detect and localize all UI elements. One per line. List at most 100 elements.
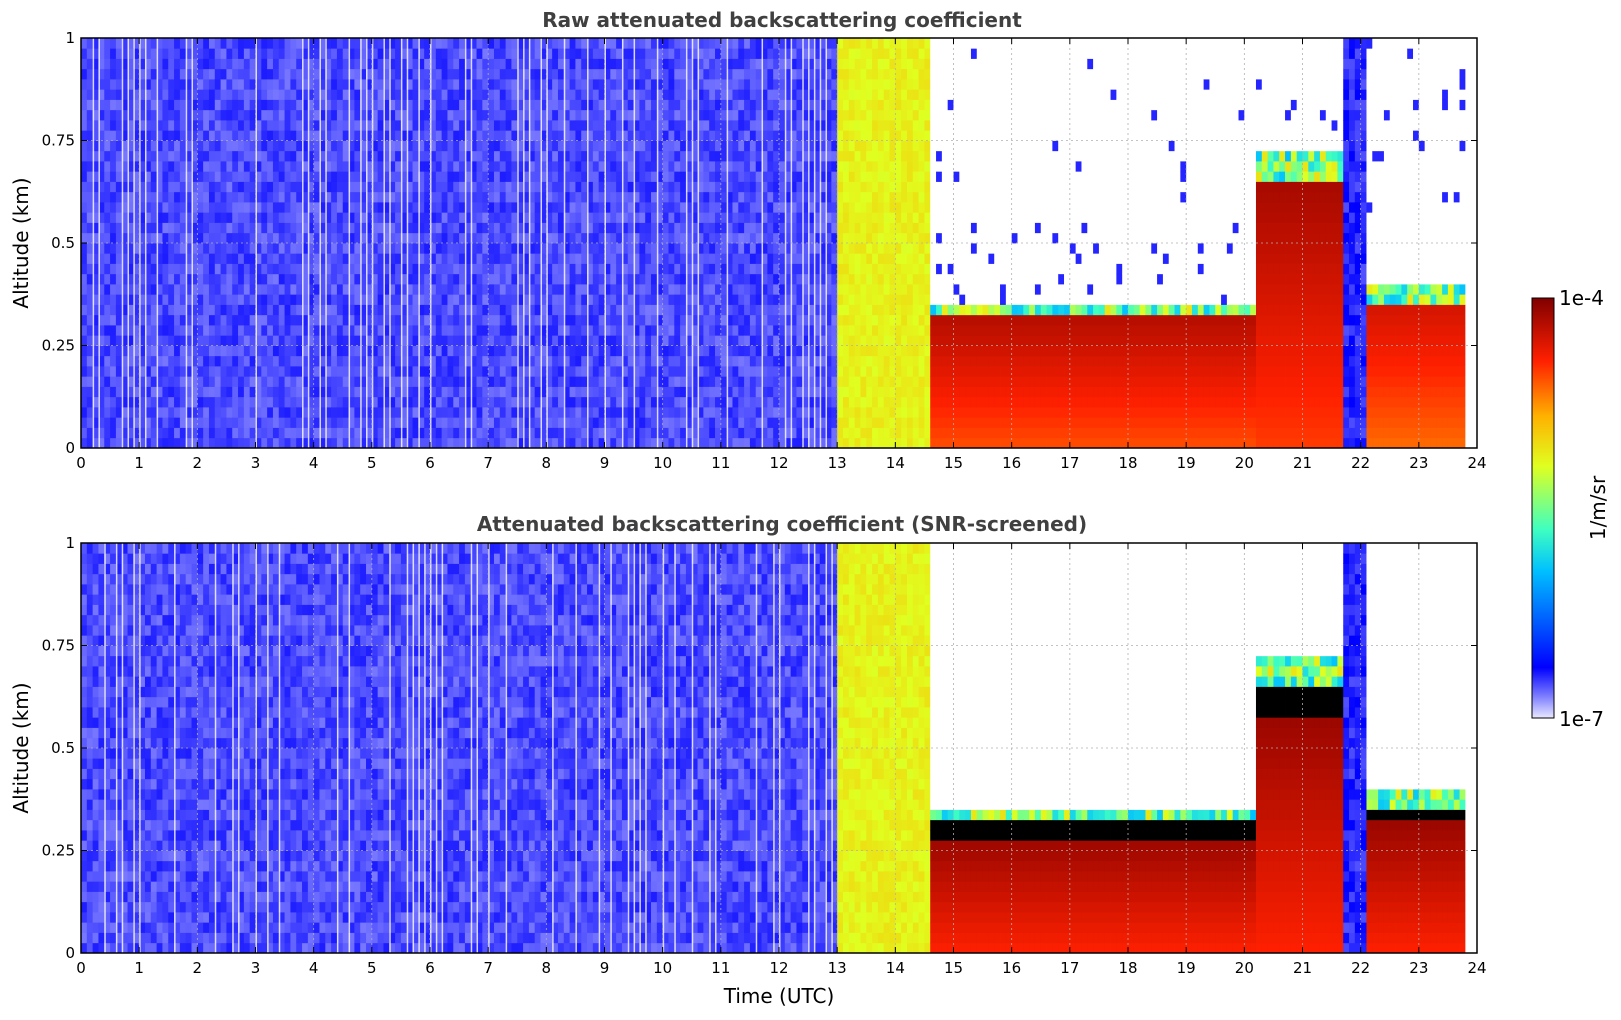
- heatmap-cell: [784, 376, 792, 387]
- heatmap-cell: [645, 109, 652, 121]
- heatmap-cell: [674, 191, 681, 203]
- heatmap-cell: [307, 366, 315, 377]
- heatmap-cell: [674, 253, 681, 264]
- heatmap-cell: [366, 325, 373, 336]
- heatmap-cell: [493, 161, 501, 172]
- heatmap-cell: [144, 140, 152, 152]
- heatmap-cell: [459, 314, 466, 326]
- heatmap-cell: [715, 396, 722, 408]
- heatmap-cell: [331, 314, 338, 326]
- heatmap-cell: [738, 232, 745, 244]
- heatmap-cell: [313, 109, 320, 121]
- heatmap-cell: [208, 181, 216, 193]
- heatmap-cell: [208, 161, 216, 172]
- heatmap-cell: [441, 99, 448, 111]
- heatmap-cell: [214, 191, 221, 203]
- heatmap-cell: [191, 376, 198, 387]
- heatmap-cell: [575, 396, 582, 408]
- heatmap-cell: [738, 407, 745, 418]
- heatmap-cell: [185, 284, 192, 295]
- heatmap-cell: [290, 263, 297, 275]
- heatmap-cell: [709, 150, 716, 162]
- heatmap-cell: [784, 243, 792, 254]
- heatmap-cell: [98, 345, 105, 357]
- heatmap-cell: [656, 79, 664, 90]
- heatmap-cell: [115, 89, 123, 100]
- heatmap-cell: [598, 376, 605, 387]
- heatmap-cell: [255, 396, 262, 408]
- heatmap-cell: [110, 150, 117, 162]
- heatmap-cell: [563, 38, 570, 49]
- heatmap-cell: [185, 171, 192, 182]
- heatmap-cell: [110, 294, 117, 305]
- heatmap-cell: [412, 335, 419, 346]
- heatmap-cell: [790, 325, 797, 336]
- heatmap-cell: [639, 437, 646, 449]
- heatmap-cell: [156, 232, 163, 244]
- heatmap-cell: [621, 140, 629, 152]
- heatmap-cell: [685, 314, 693, 326]
- heatmap-cell: [220, 294, 227, 305]
- heatmap-cell: [639, 38, 646, 49]
- heatmap-cell: [185, 48, 192, 59]
- heatmap-cell: [389, 263, 396, 275]
- heatmap-cell: [86, 140, 94, 152]
- heatmap-cell: [511, 284, 518, 295]
- heatmap-cell: [761, 48, 768, 59]
- heatmap-cell: [81, 99, 88, 111]
- heatmap-cell: [546, 284, 553, 295]
- heatmap-cell: [348, 386, 355, 398]
- heatmap-cell: [476, 58, 483, 70]
- heatmap-cell: [557, 161, 565, 172]
- heatmap-cell: [104, 294, 111, 305]
- heatmap-cell: [319, 68, 326, 80]
- heatmap-cell: [767, 120, 774, 131]
- heatmap-cell: [278, 325, 285, 336]
- heatmap-cell: [336, 366, 344, 377]
- heatmap-cell: [441, 120, 448, 131]
- heatmap-cell: [627, 58, 634, 70]
- heatmap-cell: [424, 109, 431, 121]
- heatmap-cell: [98, 171, 105, 182]
- heatmap-cell: [656, 120, 664, 131]
- heatmap-cell: [197, 294, 204, 305]
- heatmap-cell: [511, 273, 518, 285]
- heatmap-cell: [238, 294, 245, 305]
- heatmap-cell: [226, 181, 233, 193]
- heatmap-cell: [534, 161, 541, 172]
- heatmap-cell: [214, 58, 221, 70]
- heatmap-cell: [191, 232, 198, 244]
- heatmap-cell: [366, 130, 373, 141]
- heatmap-cell: [150, 325, 158, 336]
- heatmap-cell: [319, 48, 326, 59]
- heatmap-cell: [133, 437, 140, 449]
- heatmap-cell: [418, 253, 425, 264]
- heatmap-cell: [418, 171, 425, 182]
- heatmap-cell: [639, 212, 646, 223]
- heatmap-cell: [127, 407, 134, 418]
- heatmap-cell: [779, 366, 786, 377]
- heatmap-cell: [336, 407, 344, 418]
- heatmap-cell: [621, 304, 629, 316]
- heatmap-cell: [208, 99, 216, 111]
- heatmap-cell: [662, 161, 669, 172]
- heatmap-cell: [784, 89, 792, 100]
- heatmap-cell: [674, 120, 681, 131]
- heatmap-cell: [232, 181, 239, 193]
- heatmap-cell: [418, 38, 425, 49]
- heatmap-cell: [197, 79, 204, 90]
- heatmap-cell: [552, 427, 559, 439]
- heatmap-cell: [185, 335, 192, 346]
- heatmap-cell: [226, 109, 233, 121]
- heatmap-cell: [115, 68, 123, 80]
- heatmap-cell: [464, 386, 472, 398]
- heatmap-cell: [511, 386, 518, 398]
- heatmap-cell: [587, 171, 594, 182]
- heatmap-cell: [651, 243, 658, 254]
- heatmap-cell: [598, 150, 605, 162]
- heatmap-cell: [296, 79, 303, 90]
- heatmap-cell: [447, 140, 454, 152]
- heatmap-cell: [255, 304, 262, 316]
- heatmap-cell: [715, 376, 722, 387]
- heatmap-cell: [610, 181, 617, 193]
